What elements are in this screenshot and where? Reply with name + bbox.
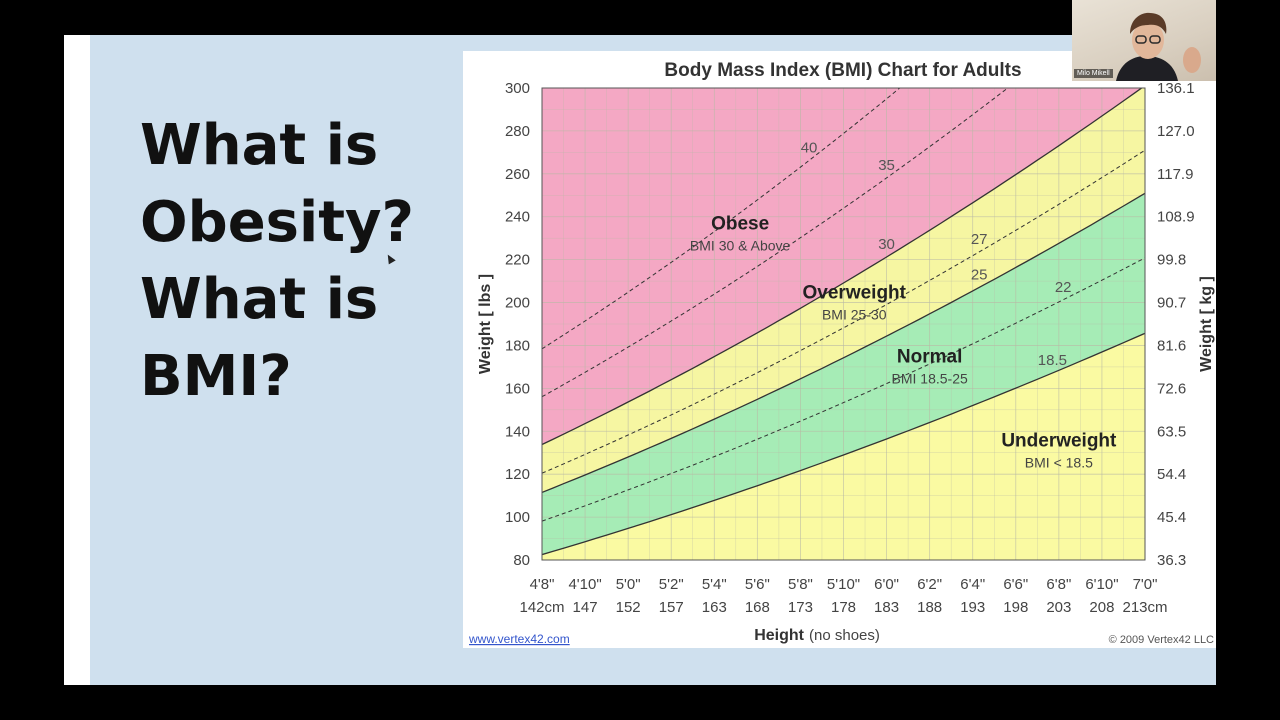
x-tick-label-cm: 152 xyxy=(616,599,641,616)
y-tick-label: 180 xyxy=(505,337,530,354)
x-tick-label-cm: 147 xyxy=(573,599,598,616)
slide-title-line: BMI? xyxy=(140,344,292,409)
x-tick-label-ft: 5'4" xyxy=(702,576,727,593)
plot-frame xyxy=(541,87,1146,561)
bmi-line-label: 27 xyxy=(971,231,988,248)
bmi-line-label: 22 xyxy=(1055,279,1072,296)
slide-title-line: Obesity? xyxy=(140,190,414,255)
bmi-chart-card: 18.5 22 25 27 30 35 40 Obese BMI 30 & Above Overw… xyxy=(463,51,1216,648)
bmi-line-40 xyxy=(542,88,901,350)
y-tick-label: 300 xyxy=(505,80,530,97)
x-tick-label-ft: 6'2" xyxy=(917,576,942,593)
zone-sublabel: BMI 18.5-25 xyxy=(892,371,968,387)
bmi-line-label: 30 xyxy=(878,236,895,253)
zone-label: Obese xyxy=(711,214,769,235)
y-right-tick-label: 72.6 xyxy=(1157,380,1186,397)
x-tick-label-ft: 5'2" xyxy=(659,576,684,593)
y-tick-label: 120 xyxy=(505,466,530,483)
bmi-line-label: 40 xyxy=(801,140,818,157)
zone-label: Overweight xyxy=(803,282,907,303)
x-tick-label-cm: 178 xyxy=(831,599,856,616)
bmi-line-label: 25 xyxy=(971,266,988,283)
bmi-line-label: 18.5 xyxy=(1038,352,1067,369)
x-tick-label-ft: 5'10" xyxy=(827,576,860,593)
y-tick-label: 240 xyxy=(505,209,530,226)
x-tick-label-cm: 208 xyxy=(1089,599,1114,616)
y-right-tick-label: 117.9 xyxy=(1157,166,1193,183)
copyright-note: © 2009 Vertex42 LLC xyxy=(1109,634,1214,646)
bmi-line-25 xyxy=(542,192,1145,494)
x-axis-note: (no shoes) xyxy=(809,627,880,644)
y-right-tick-label: 136.1 xyxy=(1157,80,1195,97)
x-tick-label-ft: 5'6" xyxy=(745,576,770,593)
bmi-line-18-5 xyxy=(542,332,1145,556)
x-tick-label-cm: 183 xyxy=(874,599,899,616)
x-tick-label-cm: 198 xyxy=(1003,599,1028,616)
zone-sublabel: BMI < 18.5 xyxy=(1025,454,1093,470)
x-axis-label: Height xyxy=(754,627,804,644)
x-tick-label-cm: 157 xyxy=(659,599,684,616)
bmi-line-22 xyxy=(542,257,1145,522)
x-tick-label-ft: 6'8" xyxy=(1046,576,1071,593)
y-tick-label: 100 xyxy=(505,509,530,526)
zone-sublabel: BMI 25-30 xyxy=(822,306,887,322)
x-tick-label-cm: 173 xyxy=(788,599,813,616)
x-tick-label-cm: 163 xyxy=(702,599,727,616)
y-tick-label: 260 xyxy=(505,166,530,183)
x-tick-label-ft: 4'8" xyxy=(530,576,555,593)
x-tick-label-ft: 6'0" xyxy=(874,576,899,593)
bmi-line-label: 35 xyxy=(878,157,895,174)
zone-obese xyxy=(542,88,1142,445)
y-tick-label: 160 xyxy=(505,380,530,397)
zone-sublabel: BMI 30 & Above xyxy=(690,238,791,254)
bmi-chart: 18.5 22 25 27 30 35 40 Obese BMI 30 & Above Overw… xyxy=(468,60,1215,646)
y-tick-label: 140 xyxy=(505,423,530,440)
y-right-tick-label: 54.4 xyxy=(1157,466,1186,483)
y-tick-label: 80 xyxy=(513,552,530,569)
zone-label: Normal xyxy=(897,347,962,368)
slide-title-line: What is xyxy=(140,267,379,332)
bmi-line-30 xyxy=(542,88,1143,446)
y-right-tick-label: 90.7 xyxy=(1157,295,1186,312)
slide-left-edge xyxy=(64,35,90,685)
chart-title: Body Mass Index (BMI) Chart for Adults xyxy=(664,60,1021,81)
x-tick-label-cm: 188 xyxy=(917,599,942,616)
webcam-video[interactable] xyxy=(1072,0,1216,81)
x-tick-label-ft: 5'0" xyxy=(616,576,641,593)
x-tick-label-ft: 6'6" xyxy=(1003,576,1028,593)
x-tick-label-cm: 168 xyxy=(745,599,770,616)
x-tick-label-cm: 213cm xyxy=(1122,599,1167,616)
zone-label: Underweight xyxy=(1001,430,1117,451)
x-tick-label-cm: 203 xyxy=(1046,599,1071,616)
webcam-name-label: Milo Mikell xyxy=(1074,69,1113,78)
y-tick-label: 200 xyxy=(505,295,530,312)
x-tick-label-ft: 5'8" xyxy=(788,576,813,593)
y-tick-label: 280 xyxy=(505,123,530,140)
x-tick-label-cm: 142cm xyxy=(519,599,564,616)
source-link[interactable]: www.vertex42.com xyxy=(468,632,570,646)
y-right-tick-label: 127.0 xyxy=(1157,123,1195,140)
y-right-tick-label: 108.9 xyxy=(1157,209,1195,226)
x-tick-label-ft: 6'4" xyxy=(960,576,985,593)
y-tick-label: 220 xyxy=(505,252,530,269)
x-tick-label-ft: 6'10" xyxy=(1085,576,1118,593)
slide-title-line: What is xyxy=(140,113,379,178)
x-tick-label-ft: 7'0" xyxy=(1133,576,1158,593)
y-right-tick-label: 81.6 xyxy=(1157,337,1186,354)
y-right-tick-label: 99.8 xyxy=(1157,252,1186,269)
y-right-tick-label: 45.4 xyxy=(1157,509,1186,526)
y-axis-label: Weight [ lbs ] xyxy=(477,274,494,374)
presenter-avatar xyxy=(1116,12,1201,81)
y-right-tick-label: 63.5 xyxy=(1157,423,1186,440)
slide-title: What is Obesity? What is BMI? xyxy=(140,107,414,415)
x-tick-label-ft: 4'10" xyxy=(568,576,601,593)
x-tick-label-cm: 193 xyxy=(960,599,985,616)
y-right-axis-label: Weight [ kg ] xyxy=(1198,276,1215,372)
y-right-tick-label: 36.3 xyxy=(1157,552,1186,569)
